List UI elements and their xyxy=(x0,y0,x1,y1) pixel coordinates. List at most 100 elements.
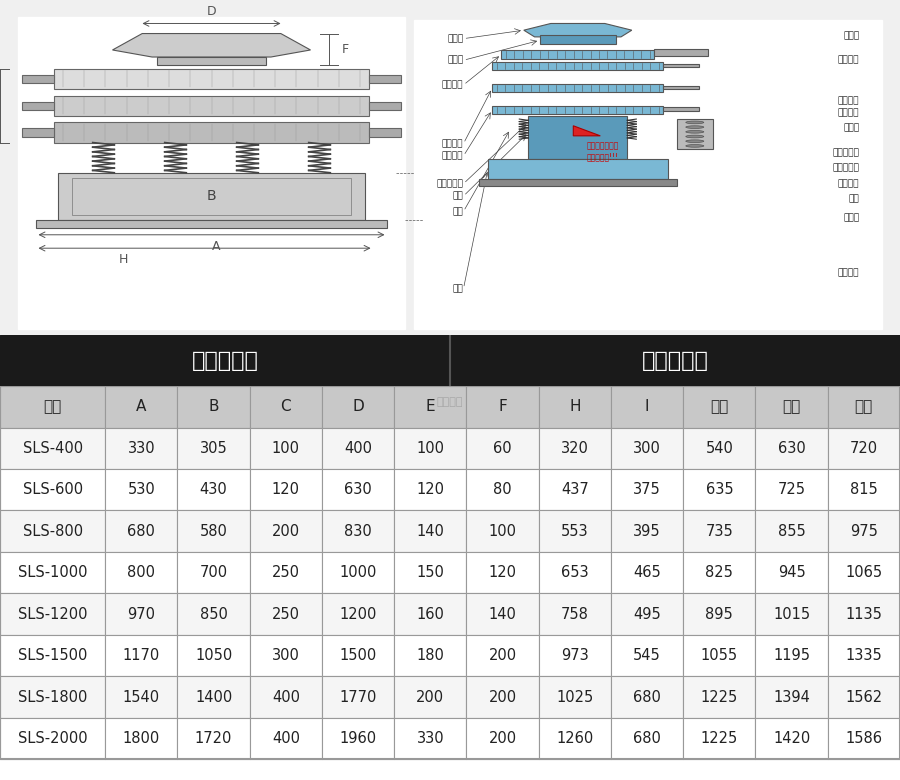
Text: 底座: 底座 xyxy=(453,284,464,293)
Bar xyxy=(663,108,699,111)
Text: 400: 400 xyxy=(344,441,372,456)
Text: 1135: 1135 xyxy=(845,607,882,622)
Bar xyxy=(177,718,249,759)
Bar xyxy=(35,220,388,228)
Text: 辅助筛网: 辅助筛网 xyxy=(838,96,860,105)
Ellipse shape xyxy=(686,135,704,138)
Bar xyxy=(466,510,539,552)
Bar xyxy=(611,427,683,469)
Bar xyxy=(828,510,900,552)
Bar xyxy=(492,84,663,92)
Bar xyxy=(249,718,322,759)
Bar xyxy=(755,635,828,676)
Text: 1800: 1800 xyxy=(122,731,160,746)
Text: 495: 495 xyxy=(634,607,661,622)
Bar xyxy=(539,510,611,552)
Text: SLS-2000: SLS-2000 xyxy=(18,731,87,746)
Text: 底部框架: 底部框架 xyxy=(442,151,464,161)
Bar xyxy=(177,510,249,552)
Text: 970: 970 xyxy=(127,607,156,622)
Bar xyxy=(755,676,828,718)
Bar xyxy=(394,386,466,427)
Ellipse shape xyxy=(686,144,704,147)
Text: 140: 140 xyxy=(489,607,517,622)
Text: 437: 437 xyxy=(561,482,589,498)
Text: 200: 200 xyxy=(489,690,517,704)
Bar xyxy=(18,16,405,328)
Text: 球形清洁板: 球形清洁板 xyxy=(832,148,859,158)
Bar xyxy=(755,552,828,594)
Bar xyxy=(683,510,755,552)
Bar xyxy=(249,594,322,635)
Bar xyxy=(828,427,900,469)
Bar xyxy=(105,386,177,427)
Bar xyxy=(157,57,266,66)
Bar xyxy=(828,594,900,635)
Bar xyxy=(105,469,177,510)
Bar xyxy=(0,510,105,552)
Text: 1225: 1225 xyxy=(701,731,738,746)
Text: 120: 120 xyxy=(417,482,445,498)
Text: 防尘盖: 防尘盖 xyxy=(447,34,464,43)
Text: 一般结构图: 一般结构图 xyxy=(642,351,708,370)
Bar xyxy=(394,718,466,759)
Text: 855: 855 xyxy=(778,523,806,539)
Text: SLS-1800: SLS-1800 xyxy=(18,690,87,704)
Bar xyxy=(539,594,611,635)
Text: 830: 830 xyxy=(344,523,372,539)
Text: 小尺寸排料: 小尺寸排料 xyxy=(436,179,464,188)
Text: 1195: 1195 xyxy=(773,648,810,663)
Text: 305: 305 xyxy=(200,441,228,456)
Bar xyxy=(249,510,322,552)
Text: 外形尺寸图: 外形尺寸图 xyxy=(192,351,258,370)
Text: 140: 140 xyxy=(417,523,445,539)
Ellipse shape xyxy=(686,126,704,129)
Text: 945: 945 xyxy=(778,566,806,580)
Text: SLS-1000: SLS-1000 xyxy=(18,566,87,580)
Bar xyxy=(54,96,369,115)
Text: 1394: 1394 xyxy=(773,690,810,704)
Bar xyxy=(828,552,900,594)
Text: 120: 120 xyxy=(489,566,517,580)
Text: 1562: 1562 xyxy=(845,690,882,704)
Bar xyxy=(322,718,394,759)
Text: 200: 200 xyxy=(489,648,517,663)
Bar xyxy=(683,386,755,427)
Text: 120: 120 xyxy=(272,482,300,498)
Text: 1770: 1770 xyxy=(339,690,377,704)
Text: 上部重锤: 上部重锤 xyxy=(838,179,860,188)
Bar xyxy=(539,676,611,718)
Bar xyxy=(394,594,466,635)
Text: 1000: 1000 xyxy=(339,566,377,580)
Bar xyxy=(528,115,627,159)
Text: 下部重锤: 下部重锤 xyxy=(838,268,860,278)
Text: A: A xyxy=(212,239,220,253)
Text: 180: 180 xyxy=(417,648,445,663)
Bar xyxy=(105,594,177,635)
Text: D: D xyxy=(352,399,364,414)
Bar xyxy=(22,129,54,136)
Text: 60: 60 xyxy=(493,441,512,456)
Text: 1335: 1335 xyxy=(845,648,882,663)
Bar xyxy=(394,676,466,718)
Text: 200: 200 xyxy=(489,731,517,746)
Bar xyxy=(322,676,394,718)
Text: E: E xyxy=(426,399,435,414)
Text: 中部框架: 中部框架 xyxy=(442,139,464,148)
Text: 淡安机械: 淡安机械 xyxy=(436,397,464,407)
Bar xyxy=(540,35,616,44)
Text: 顶部框架: 顶部框架 xyxy=(442,80,464,90)
Text: 330: 330 xyxy=(128,441,155,456)
Bar xyxy=(0,718,105,759)
Text: 1420: 1420 xyxy=(773,731,810,746)
Text: SLS-1500: SLS-1500 xyxy=(18,648,87,663)
Text: 720: 720 xyxy=(850,441,877,456)
Text: 973: 973 xyxy=(561,648,589,663)
Polygon shape xyxy=(573,126,600,136)
Text: I: I xyxy=(645,399,650,414)
Text: 80: 80 xyxy=(493,482,512,498)
Text: 630: 630 xyxy=(344,482,372,498)
Text: 430: 430 xyxy=(200,482,228,498)
Text: 弹簧: 弹簧 xyxy=(453,207,464,216)
Text: 1170: 1170 xyxy=(122,648,160,663)
